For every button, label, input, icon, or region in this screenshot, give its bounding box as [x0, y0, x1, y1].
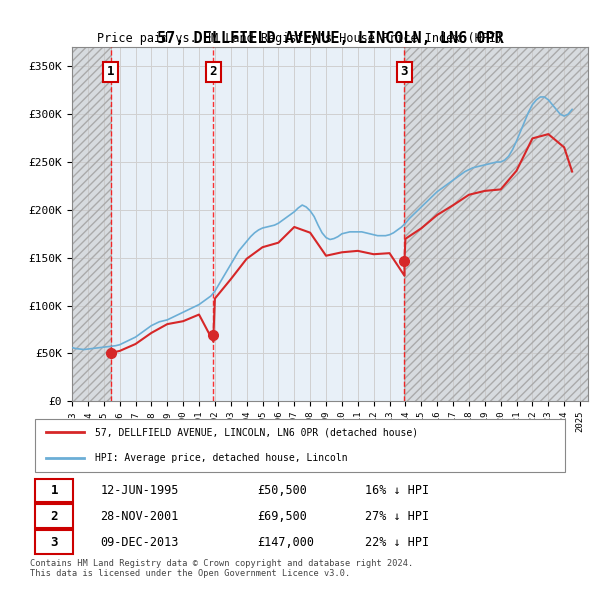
Text: £147,000: £147,000 [257, 536, 314, 549]
Title: 57, DELLFIELD AVENUE, LINCOLN, LN6 0PR: 57, DELLFIELD AVENUE, LINCOLN, LN6 0PR [157, 31, 503, 46]
FancyBboxPatch shape [35, 478, 73, 503]
Text: HPI: Average price, detached house, Lincoln: HPI: Average price, detached house, Linc… [95, 454, 347, 463]
Bar [404, 47, 588, 401]
FancyBboxPatch shape [35, 504, 73, 529]
Bar [72, 47, 111, 401]
FancyBboxPatch shape [35, 530, 73, 554]
Text: 12-JUN-1995: 12-JUN-1995 [100, 484, 179, 497]
Text: 3: 3 [50, 536, 58, 549]
FancyBboxPatch shape [35, 419, 565, 472]
Text: 27% ↓ HPI: 27% ↓ HPI [365, 510, 429, 523]
Text: 2: 2 [50, 510, 58, 523]
Text: £50,500: £50,500 [257, 484, 307, 497]
Text: 22% ↓ HPI: 22% ↓ HPI [365, 536, 429, 549]
Text: 09-DEC-2013: 09-DEC-2013 [100, 536, 179, 549]
Text: 28-NOV-2001: 28-NOV-2001 [100, 510, 179, 523]
Text: 2: 2 [210, 65, 217, 78]
Text: 3: 3 [401, 65, 408, 78]
Text: £69,500: £69,500 [257, 510, 307, 523]
Text: 1: 1 [50, 484, 58, 497]
Text: Contains HM Land Registry data © Crown copyright and database right 2024.
This d: Contains HM Land Registry data © Crown c… [30, 559, 413, 578]
Text: 1: 1 [107, 65, 115, 78]
Text: 57, DELLFIELD AVENUE, LINCOLN, LN6 0PR (detached house): 57, DELLFIELD AVENUE, LINCOLN, LN6 0PR (… [95, 428, 418, 437]
Text: 16% ↓ HPI: 16% ↓ HPI [365, 484, 429, 497]
Text: Price paid vs. HM Land Registry's House Price Index (HPI): Price paid vs. HM Land Registry's House … [97, 32, 503, 45]
